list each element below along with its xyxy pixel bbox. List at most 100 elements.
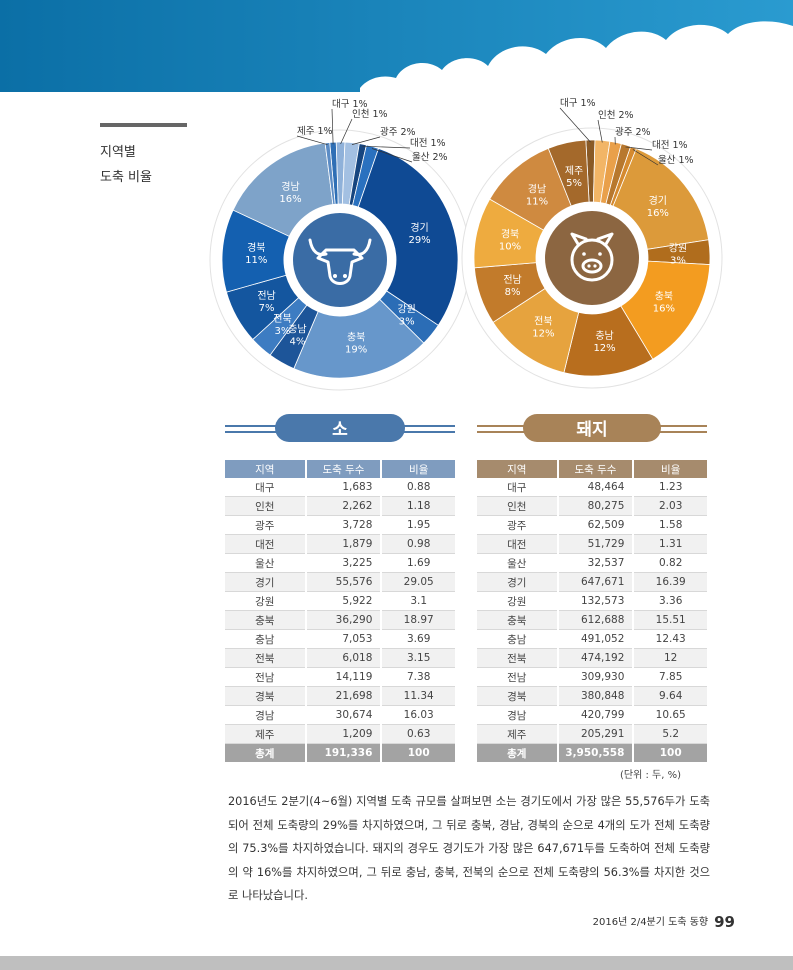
cattle-table-cell: 30,674 <box>304 705 382 725</box>
cattle-table-cell: 0.63 <box>380 724 455 744</box>
cattle-table-cell: 5,922 <box>304 591 382 611</box>
table-row: 충남 7,053 3.69 <box>225 629 455 649</box>
table-row: 전남 14,119 7.38 <box>225 667 455 687</box>
pig-table-cell: 51,729 <box>556 534 634 554</box>
table-row: 경남 420,799 10.65 <box>477 705 707 725</box>
table-row: 대구 1,683 0.88 <box>225 478 455 497</box>
table-row: 인천 80,275 2.03 <box>477 496 707 516</box>
cattle-table-cell: 11.34 <box>380 686 455 706</box>
pig-doughnut-chart: 경기16%강원3%충북16%충남12%전북12%전남8%경북10%경남11%제주… <box>461 98 723 416</box>
table-row: 울산 3,225 1.69 <box>225 553 455 573</box>
pig-slice-label-7: 충북 <box>655 290 673 302</box>
cattle-table-header-2: 비율 <box>380 460 455 478</box>
pig-table-cell: 491,052 <box>556 629 634 649</box>
pig-label-bar: 돼지 <box>477 414 707 442</box>
cattle-slice-label-12: 경남 <box>281 180 299 193</box>
pig-table-header-0: 지역 <box>477 460 558 478</box>
cattle-table-cell: 경북 <box>225 686 306 706</box>
pig-table-cell: 2.03 <box>632 496 707 516</box>
cattle-table-cell: 3.1 <box>380 591 455 611</box>
footer-issue: 2016년 2/4분기 도축 동향 <box>592 917 709 928</box>
pig-table-cell: 380,848 <box>556 686 634 706</box>
table-row: 경북 380,848 9.64 <box>477 686 707 706</box>
table-row: 전남 309,930 7.85 <box>477 667 707 687</box>
cattle-table-total-cell: 100 <box>380 743 455 762</box>
table-row: 경북 21,698 11.34 <box>225 686 455 706</box>
pig-table-header-2: 비율 <box>632 460 707 478</box>
cattle-table-wrap: 지역 도축 두수 비율 대구 1,683 0.88 인천 2,262 1.18 광주 3,728 1.… <box>225 460 455 762</box>
header-banner <box>0 0 793 100</box>
cattle-table-total-cell: 191,336 <box>304 743 382 762</box>
pig-callout-line-0 <box>559 107 591 143</box>
cattle-table-cell: 2,262 <box>304 496 382 516</box>
pig-table-cell: 12 <box>632 648 707 668</box>
page-footer: 2016년 2/4분기 도축 동향 99 <box>593 913 735 931</box>
section-title-line1: 지역별 <box>100 145 136 160</box>
table-row: 경남 30,674 16.03 <box>225 705 455 725</box>
cattle-callout-line-4 <box>371 148 413 163</box>
pig-slice-label-12: 경남 <box>528 182 546 195</box>
cattle-table: 지역 도축 두수 비율 대구 1,683 0.88 인천 2,262 1.18 광주 3,728 1.… <box>225 460 455 762</box>
cattle-table-cell: 29.05 <box>380 572 455 592</box>
cattle-callout-line-0 <box>331 108 334 145</box>
pig-table-cell: 충북 <box>477 610 558 630</box>
cattle-slice-pct-6: 3% <box>399 316 415 327</box>
cattle-table-cell: 3.69 <box>380 629 455 649</box>
pig-table-cell: 647,671 <box>556 572 634 592</box>
cattle-slice-pct-5: 29% <box>408 235 430 246</box>
pig-table-cell: 경기 <box>477 572 558 592</box>
cattle-table-cell: 0.88 <box>380 478 455 497</box>
pig-slice-label-6: 강원 <box>669 243 687 255</box>
pig-hub <box>545 211 639 305</box>
pig-table-cell: 대구 <box>477 478 558 497</box>
table-row: 강원 132,573 3.36 <box>477 591 707 611</box>
table-row: 충북 36,290 18.97 <box>225 610 455 630</box>
cattle-callout-13: 제주 1% <box>297 126 333 137</box>
pig-slice-pct-10: 8% <box>505 287 521 298</box>
pig-table-cell: 16.39 <box>632 572 707 592</box>
table-row: 울산 32,537 0.82 <box>477 553 707 573</box>
pig-table-cell: 612,688 <box>556 610 634 630</box>
table-row: 충남 491,052 12.43 <box>477 629 707 649</box>
cattle-table-cell: 1.95 <box>380 515 455 535</box>
pig-table-cell: 경남 <box>477 705 558 725</box>
pig-icon <box>570 232 614 282</box>
table-row: 경기 647,671 16.39 <box>477 572 707 592</box>
cattle-callout-0: 대구 1% <box>332 99 368 110</box>
cattle-slice-13 <box>324 142 336 205</box>
cattle-table-cell: 경기 <box>225 572 306 592</box>
cattle-slice-label-9: 전북 <box>273 313 291 325</box>
pig-callout-line-3 <box>625 146 653 151</box>
table-row: 광주 62,509 1.58 <box>477 515 707 535</box>
cattle-table-cell: 울산 <box>225 553 306 573</box>
pig-slice-label-8: 충남 <box>595 330 613 342</box>
section-title-line2: 도축 비율 <box>100 170 152 185</box>
cattle-table-cell: 3,225 <box>304 553 382 573</box>
pig-slice-label-10: 전남 <box>503 274 521 286</box>
cattle-table-cell: 1,879 <box>304 534 382 554</box>
unit-note: (단위 : 두, %) <box>620 770 681 781</box>
pig-table-cell: 80,275 <box>556 496 634 516</box>
pig-callout-0: 대구 1% <box>560 98 596 109</box>
cattle-table-header-1: 도축 두수 <box>304 460 382 478</box>
table-row: 강원 5,922 3.1 <box>225 591 455 611</box>
pig-table: 지역 도축 두수 비율 대구 48,464 1.23 인천 80,275 2.03 광주 62,50… <box>477 460 707 762</box>
cattle-table-cell: 전북 <box>225 648 306 668</box>
table-row: 대전 51,729 1.31 <box>477 534 707 554</box>
cattle-hub <box>293 213 387 307</box>
table-row: 대구 48,464 1.23 <box>477 478 707 497</box>
pig-table-cell: 12.43 <box>632 629 707 649</box>
pig-slice-pct-13: 5% <box>566 178 582 189</box>
pig-table-cell: 132,573 <box>556 591 634 611</box>
pig-slice-pct-8: 12% <box>593 343 615 354</box>
pig-table-cell: 1.31 <box>632 534 707 554</box>
cattle-table-cell: 전남 <box>225 667 306 687</box>
cattle-slice-label-7: 충북 <box>347 331 365 343</box>
pig-callout-3: 대전 1% <box>652 140 688 151</box>
cattle-table-cell: 3,728 <box>304 515 382 535</box>
cattle-callout-1: 인천 1% <box>352 109 388 120</box>
cattle-table-cell: 3.15 <box>380 648 455 668</box>
table-row: 경기 55,576 29.05 <box>225 572 455 592</box>
cattle-table-cell: 6,018 <box>304 648 382 668</box>
